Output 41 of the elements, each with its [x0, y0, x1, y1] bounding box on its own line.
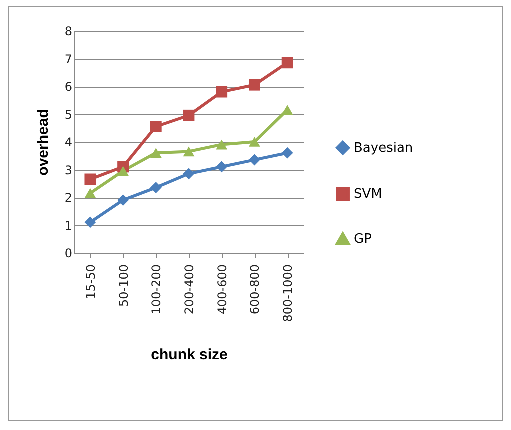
point	[150, 182, 162, 194]
point	[84, 216, 96, 228]
point	[84, 174, 96, 186]
x-tick-label: 50-100	[116, 264, 131, 308]
legend-label: GP	[354, 232, 372, 247]
point	[216, 161, 228, 173]
point	[216, 140, 228, 150]
y-tick-label: 3	[64, 163, 72, 178]
point	[118, 194, 129, 206]
x-tick-label: 200-400	[182, 264, 196, 315]
x-tick-label: 400-600	[215, 264, 230, 315]
x-tick-label: 800-1000	[281, 264, 296, 322]
point	[150, 121, 162, 132]
point	[249, 79, 260, 91]
point	[249, 137, 260, 147]
point	[183, 168, 195, 180]
point	[183, 110, 195, 122]
y-tick-label: 7	[64, 52, 72, 66]
y-tick-label: 8	[64, 24, 72, 38]
legend-label: SVM	[354, 187, 382, 202]
x-axis-title: chunk size	[151, 346, 228, 364]
point	[216, 86, 228, 98]
x-tick-label: 15-50	[84, 264, 98, 300]
y-tick-label: 0	[64, 246, 72, 260]
point	[249, 154, 260, 166]
point	[282, 105, 294, 116]
point	[282, 57, 294, 69]
y-tick-label: 2	[64, 191, 72, 205]
legend-label: Bayesian	[354, 141, 414, 156]
point	[183, 146, 195, 157]
point	[282, 147, 294, 159]
y-tick-label: 4	[64, 136, 72, 150]
point	[118, 166, 129, 176]
y-tick-label: 6	[64, 80, 72, 94]
point	[150, 148, 162, 158]
y-axis-title: overhead	[34, 109, 52, 176]
point	[84, 188, 96, 198]
x-tick-label: 600-800	[248, 264, 262, 315]
x-tick-label: 100-200	[150, 264, 164, 315]
y-tick-label: 5	[64, 108, 72, 122]
y-tick-label: 1	[64, 218, 72, 233]
